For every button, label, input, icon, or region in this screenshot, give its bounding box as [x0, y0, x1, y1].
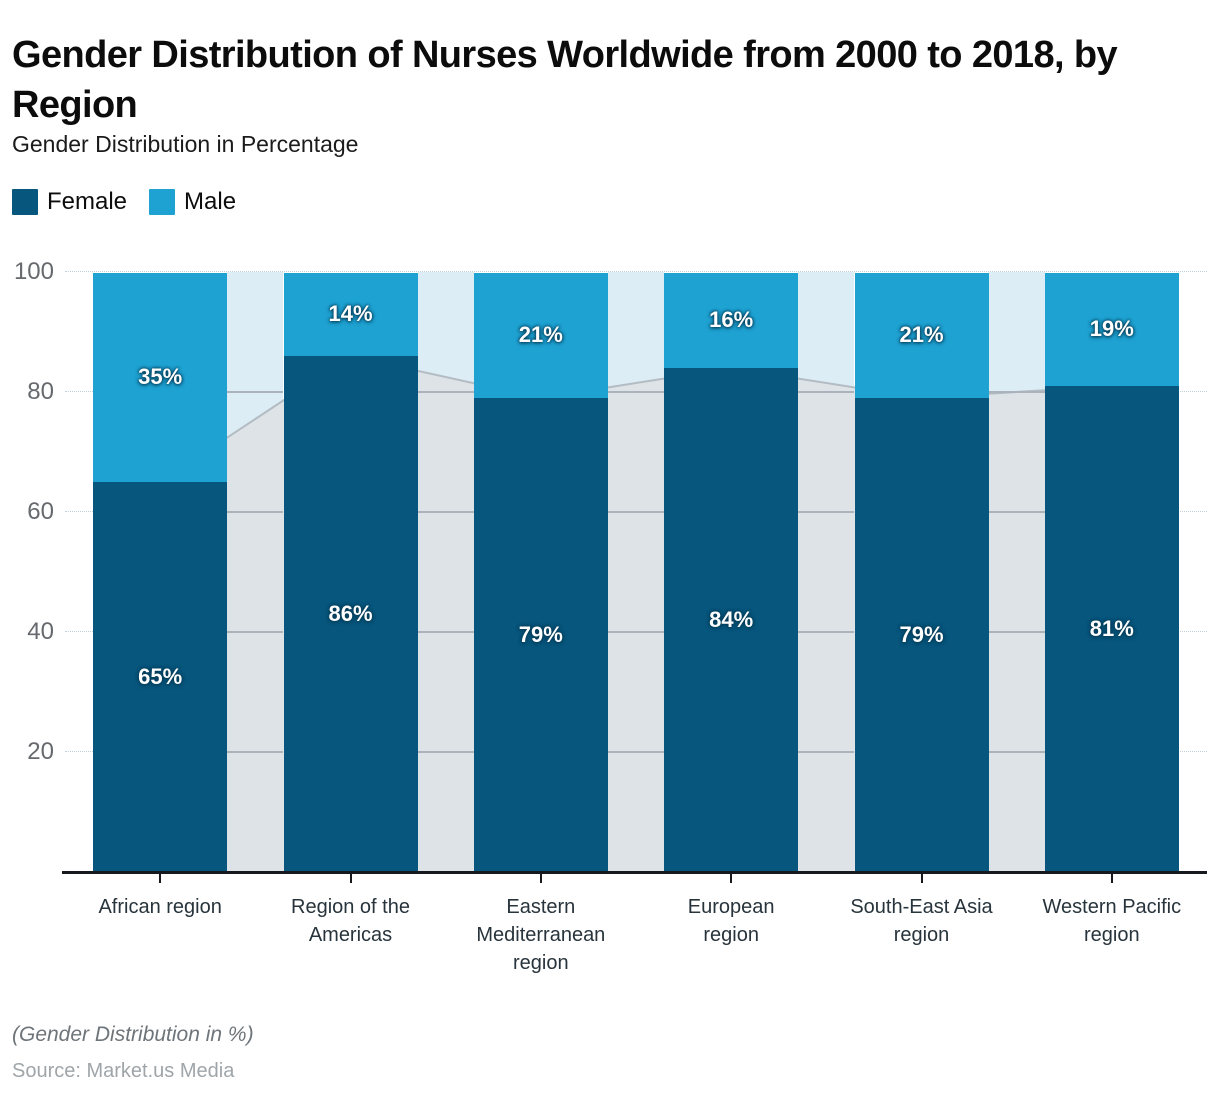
- legend: Female Male: [12, 188, 236, 216]
- y-tick-label-60: 60: [27, 498, 54, 525]
- data-label-female-5: 79%: [899, 622, 944, 647]
- source-note: Source: Market.us Media: [12, 1060, 235, 1082]
- x-axis-tick: [730, 874, 733, 883]
- gridline-solid-segment: [417, 751, 474, 753]
- category-label-4: European region: [636, 893, 826, 949]
- data-label-female-6: 81%: [1089, 616, 1134, 641]
- gridline-solid-segment: [988, 751, 1045, 753]
- category-label-line: Mediterranean: [476, 924, 606, 946]
- x-axis-line: [62, 871, 1207, 874]
- category-label-2: Region of the Americas: [256, 893, 446, 949]
- data-label-male-3: 21%: [518, 322, 563, 347]
- chart-title: Gender Distribution of Nurses Worldwide …: [12, 34, 1118, 126]
- y-tick-label-40: 40: [27, 618, 54, 645]
- trend-silhouette: [159, 354, 1112, 872]
- category-label-line: European: [687, 896, 775, 918]
- gridline-solid-segment: [798, 391, 855, 393]
- bar-segment-male-4[interactable]: [664, 273, 799, 368]
- gridline-solid-segment: [227, 511, 284, 513]
- legend-item-male[interactable]: Male: [149, 188, 236, 216]
- category-label-5: South-East Asia region: [827, 893, 1017, 949]
- x-axis-tick: [1110, 874, 1113, 883]
- gridline-solid-segment: [227, 391, 284, 393]
- legend-label: Female: [47, 188, 128, 215]
- data-label-male-4: 16%: [709, 307, 754, 332]
- gridline-solid-segment: [798, 751, 855, 753]
- bar-segment-male-5[interactable]: [854, 273, 989, 398]
- data-label-female-1: 65%: [138, 664, 183, 689]
- category-label-line: Eastern: [506, 896, 576, 918]
- y-tick-label-80: 80: [27, 378, 54, 405]
- gridline-solid-segment: [417, 391, 474, 393]
- gridline-solid-segment: [988, 511, 1045, 513]
- x-axis-tick: [539, 874, 542, 883]
- category-label-line: Americas: [308, 924, 393, 946]
- bar-segment-female-3[interactable]: [473, 398, 608, 872]
- gridline-solid-segment: [227, 631, 284, 633]
- data-label-male-1: 35%: [138, 364, 183, 389]
- data-label-male-2: 14%: [328, 301, 373, 326]
- category-label-line: Region of the: [291, 896, 410, 918]
- bar-segment-female-6[interactable]: [1044, 386, 1179, 872]
- x-axis-tick: [159, 874, 162, 883]
- bar-segment-female-5[interactable]: [854, 398, 989, 872]
- category-label-line: region: [513, 952, 569, 974]
- gridline-solid-segment: [227, 751, 284, 753]
- category-label-line: region: [893, 924, 950, 946]
- data-label-female-4: 84%: [709, 607, 754, 632]
- gridline-solid-segment: [798, 511, 855, 513]
- x-axis-tick: [920, 874, 923, 883]
- data-label-male-6: 19%: [1089, 316, 1134, 341]
- gridline-solid-segment: [607, 751, 665, 753]
- category-label-line: region: [703, 924, 759, 946]
- legend-label: Male: [184, 188, 237, 215]
- data-label-female-3: 79%: [518, 622, 563, 647]
- legend-swatch-female: [12, 189, 38, 215]
- category-label-6: Western Pacific region: [1017, 893, 1207, 949]
- gridline-solid-segment: [607, 511, 665, 513]
- bar-segment-female-4[interactable]: [664, 368, 799, 872]
- y-tick-label-20: 20: [27, 738, 54, 765]
- category-label-line: South-East Asia: [850, 896, 993, 918]
- category-label-line: Western Pacific: [1042, 896, 1182, 918]
- bar-segment-male-6[interactable]: [1044, 273, 1179, 386]
- axis-note: (Gender Distribution in %): [12, 1023, 254, 1046]
- y-tick-label-100: 100: [13, 258, 54, 285]
- gridline-solid-segment: [798, 631, 855, 633]
- bar-segment-male-3[interactable]: [473, 273, 608, 398]
- gridline-solid-segment: [988, 391, 1045, 393]
- bar-segment-male-1[interactable]: [93, 273, 228, 482]
- bar-segment-female-1[interactable]: [93, 482, 228, 872]
- x-axis-tick: [349, 874, 352, 883]
- bar-segment-male-2[interactable]: [283, 273, 418, 356]
- data-label-male-5: 21%: [899, 322, 944, 347]
- legend-item-female[interactable]: Female: [12, 188, 127, 216]
- category-label-line: region: [1084, 924, 1140, 946]
- gridline-solid-segment: [988, 631, 1045, 633]
- category-label-line: African region: [98, 896, 222, 918]
- chart-subtitle: Gender Distribution in Percentage: [12, 131, 359, 157]
- legend-swatch-male: [149, 189, 176, 215]
- gridline-solid-segment: [417, 631, 474, 633]
- gridline-100: [65, 271, 1207, 272]
- gridline-solid-segment: [607, 391, 665, 393]
- gridline-solid-segment: [607, 631, 665, 633]
- gridline-solid-segment: [417, 511, 474, 513]
- bar-segment-female-2[interactable]: [283, 356, 418, 872]
- category-label-3: Eastern Mediterranean region: [446, 893, 636, 977]
- category-label-1: African region: [65, 893, 255, 921]
- data-label-female-2: 86%: [328, 601, 373, 626]
